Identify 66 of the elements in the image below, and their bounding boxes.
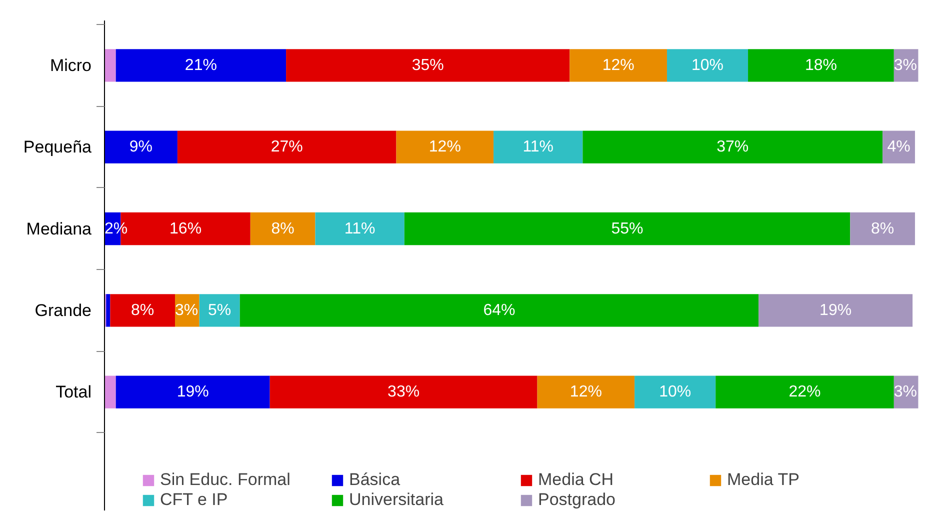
bar [494, 130, 583, 164]
data-label: 12% [602, 56, 634, 74]
bar [270, 376, 538, 408]
legend-label: Media CH [538, 470, 615, 490]
data-label: 19% [820, 302, 852, 319]
bar [116, 49, 286, 82]
bar [240, 294, 759, 327]
data-label: 8% [871, 220, 894, 238]
data-label: 12% [428, 138, 461, 156]
data-label: 8% [271, 220, 294, 238]
bar [716, 376, 894, 408]
bar [104, 49, 116, 82]
bar [634, 376, 716, 408]
y-tick-label: Pequeña [23, 138, 92, 157]
legend-label: Media TP [727, 470, 800, 490]
data-label: 64% [483, 302, 516, 319]
bar [104, 376, 116, 408]
data-label: 8% [131, 302, 154, 319]
data-label: 22% [788, 384, 821, 401]
data-label: 55% [611, 220, 644, 238]
data-label: 19% [176, 384, 209, 401]
data-label: 3% [894, 56, 918, 74]
bar [286, 49, 570, 82]
data-label: 9% [129, 138, 153, 156]
bar [396, 130, 494, 164]
data-label: 11% [344, 220, 376, 238]
bar [315, 212, 404, 246]
bar [199, 294, 240, 327]
bar [104, 130, 178, 164]
data-label: 10% [659, 384, 692, 401]
legend-label: CFT e IP [160, 490, 229, 510]
data-label: 3% [894, 384, 918, 401]
data-label: 5% [208, 302, 232, 319]
bar [116, 376, 270, 408]
bar [758, 294, 913, 327]
bar [582, 130, 883, 164]
y-tick-label: Total [56, 382, 92, 402]
legend-label: Postgrado [538, 490, 616, 510]
legend-label: Sin Educ. Formal [160, 470, 292, 490]
legend-label: Básica [349, 470, 402, 490]
data-label: 35% [412, 56, 444, 74]
data-label: 11% [522, 138, 554, 156]
bar [250, 212, 316, 246]
data-label: 4% [887, 138, 910, 156]
legend-label: Universitaria [349, 490, 444, 510]
bar [404, 212, 850, 246]
bar [537, 376, 635, 408]
data-label: 33% [388, 384, 420, 401]
y-tick-label: Micro [50, 56, 92, 75]
data-label: 12% [570, 384, 602, 401]
data-label: 27% [270, 138, 303, 156]
data-label: 16% [170, 220, 202, 238]
y-tick-label: Mediana [26, 219, 92, 238]
data-label: 10% [691, 56, 724, 74]
data-label: 3% [175, 302, 198, 319]
bar [177, 130, 396, 164]
bar [106, 294, 110, 327]
data-label: 21% [184, 56, 217, 74]
bar [850, 212, 915, 246]
bar [666, 49, 748, 82]
data-label: 18% [804, 56, 837, 74]
bar [570, 49, 667, 82]
bar [748, 49, 894, 82]
bar [110, 294, 176, 327]
y-tick-label: Grande [34, 300, 92, 320]
data-label: 37% [716, 138, 749, 156]
